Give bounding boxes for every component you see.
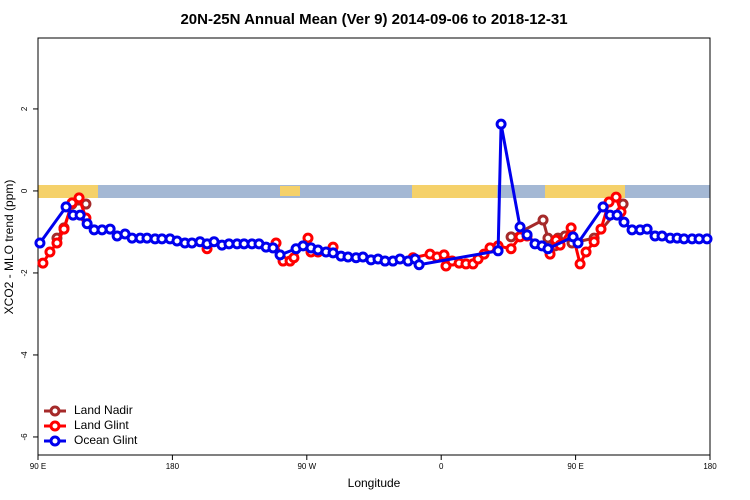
y-tick-label: -4 — [20, 351, 29, 359]
point — [521, 229, 533, 241]
point — [302, 232, 314, 244]
y-tick-label: -2 — [20, 269, 29, 277]
point — [73, 192, 85, 204]
point — [505, 231, 517, 243]
point — [413, 259, 425, 271]
legend-label: Land Nadir — [74, 403, 133, 417]
point — [288, 252, 300, 264]
point — [610, 191, 622, 203]
point — [542, 243, 554, 255]
point — [274, 249, 286, 261]
point — [641, 223, 653, 235]
land-strip — [280, 186, 300, 196]
point — [104, 223, 116, 235]
y-tick-label: 2 — [20, 106, 29, 111]
point — [514, 221, 526, 233]
point — [618, 216, 630, 228]
land-strip — [412, 185, 497, 198]
x-tick-label: 90 E — [567, 462, 583, 471]
land-strip — [545, 185, 625, 198]
x-tick-label: 0 — [439, 462, 444, 471]
plot-frame — [37, 37, 711, 456]
point — [537, 214, 549, 226]
point — [588, 236, 600, 248]
point — [58, 223, 70, 235]
point — [495, 118, 507, 130]
point — [565, 222, 577, 234]
land-strip — [38, 185, 98, 198]
point — [492, 245, 504, 257]
point — [60, 201, 72, 213]
point — [580, 246, 592, 258]
y-tick-label: 0 — [20, 188, 29, 193]
legend-marker — [49, 435, 61, 447]
legend-label: Ocean Glint — [74, 433, 138, 447]
x-tick-label: 90 W — [297, 462, 316, 471]
point — [44, 246, 56, 258]
point — [611, 209, 623, 221]
x-tick-label: 90 E — [30, 462, 46, 471]
point — [51, 237, 63, 249]
point — [595, 223, 607, 235]
y-axis-label: XCO2 - MLO trend (ppm) — [2, 180, 16, 315]
chart-title: 20N-25N Annual Mean (Ver 9) 2014-09-06 t… — [180, 11, 567, 28]
point — [438, 249, 450, 261]
point — [74, 209, 86, 221]
point — [572, 237, 584, 249]
point — [37, 257, 49, 269]
point — [81, 218, 93, 230]
point — [574, 258, 586, 270]
legend-label: Land Glint — [74, 418, 129, 432]
point — [34, 237, 46, 249]
x-axis-label: Longitude — [348, 476, 401, 490]
y-tick-label: -6 — [20, 433, 29, 441]
x-tick-label: 180 — [166, 462, 180, 471]
point — [505, 243, 517, 255]
legend-marker — [49, 420, 61, 432]
ocean-strip — [38, 185, 710, 198]
x-tick-label: 180 — [703, 462, 717, 471]
legend-marker — [49, 405, 61, 417]
map-strip — [38, 185, 710, 198]
point — [267, 242, 279, 254]
point — [701, 233, 713, 245]
point — [597, 201, 609, 213]
